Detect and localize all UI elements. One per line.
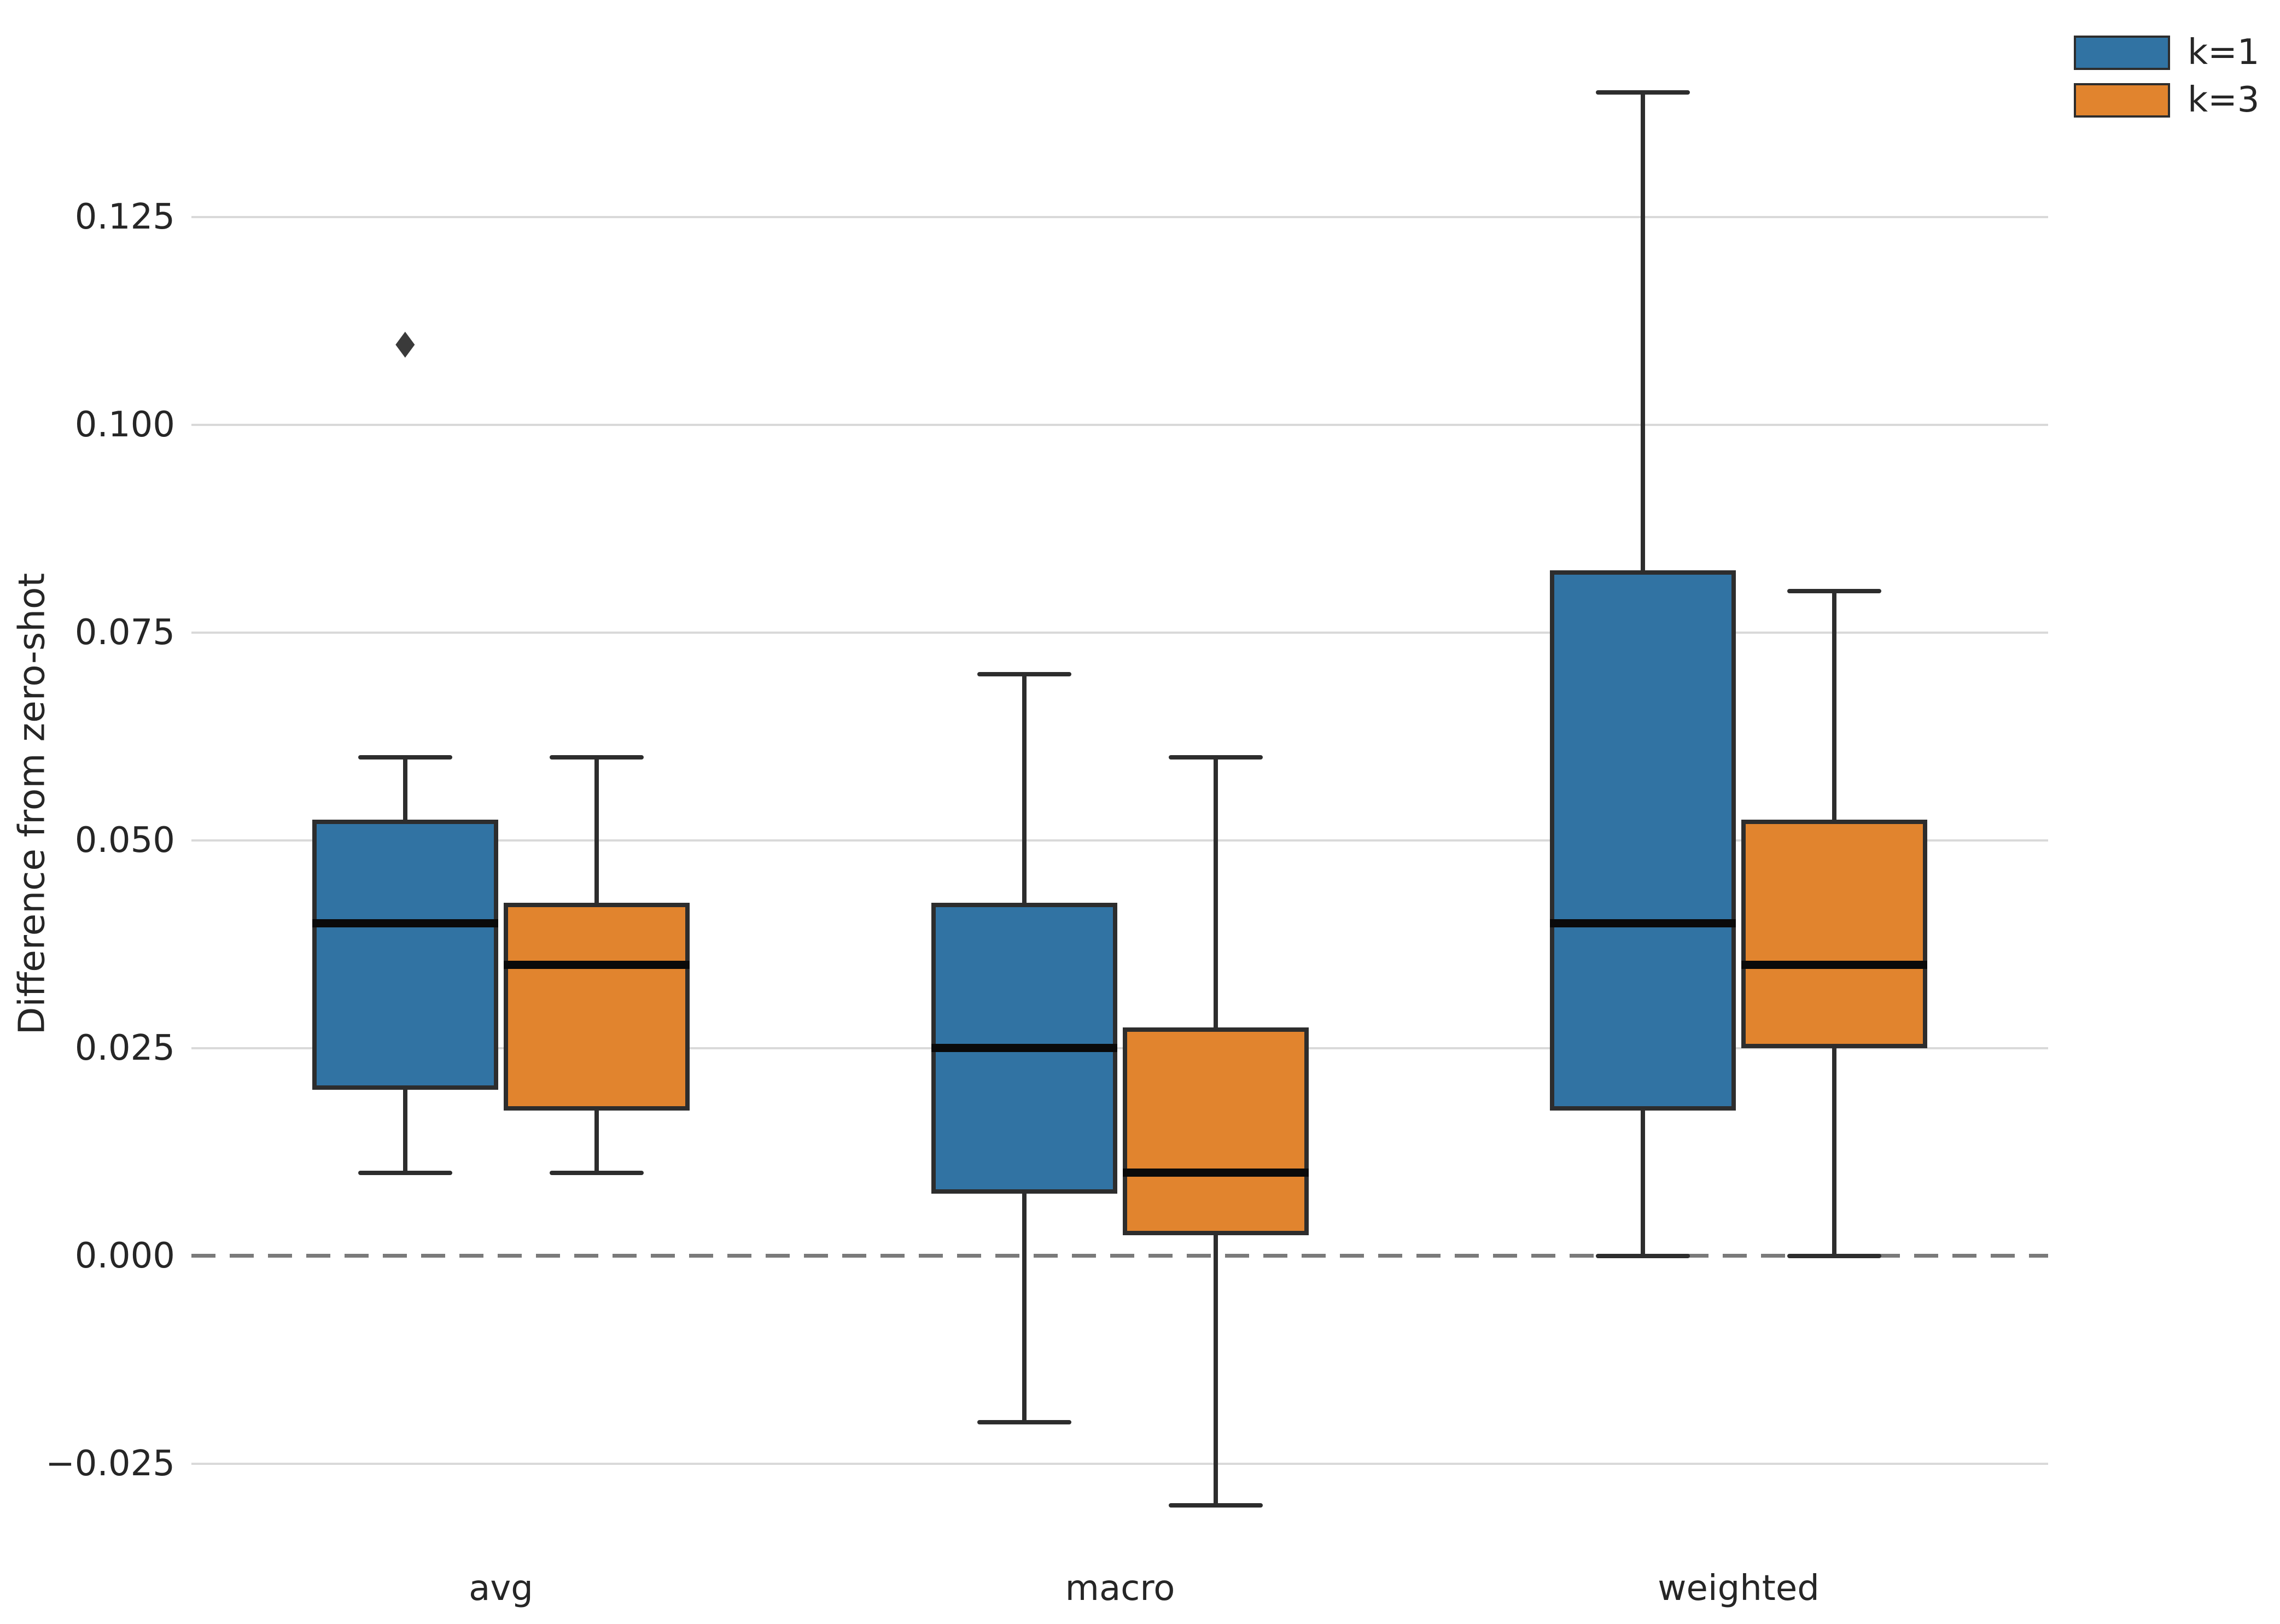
whisker-upper-macro-k=1 — [1022, 674, 1027, 903]
whisker-cap-upper-avg-k=1 — [358, 755, 452, 760]
whisker-cap-upper-avg-k=3 — [549, 755, 644, 760]
whisker-upper-weighted-k=1 — [1641, 92, 1646, 570]
whisker-lower-macro-k=3 — [1213, 1235, 1218, 1505]
whisker-cap-lower-avg-k=3 — [549, 1171, 644, 1175]
median-weighted-k=1 — [1550, 919, 1736, 927]
legend-swatch-k=3 — [2074, 83, 2170, 118]
whisker-cap-lower-avg-k=1 — [358, 1171, 452, 1175]
box-macro-k=3 — [1122, 1027, 1309, 1235]
box-avg-k=3 — [503, 903, 690, 1111]
whisker-cap-lower-macro-k=3 — [1168, 1503, 1263, 1508]
box-avg-k=1 — [312, 820, 498, 1090]
ytick-label-−0.025: −0.025 — [45, 1444, 175, 1484]
whisker-lower-macro-k=1 — [1022, 1194, 1027, 1422]
whisker-lower-avg-k=1 — [403, 1090, 407, 1173]
ytick-label-0.000: 0.000 — [74, 1236, 175, 1276]
gridline-0.025 — [191, 1047, 2048, 1049]
legend-swatch-k=1 — [2074, 36, 2170, 70]
whisker-lower-weighted-k=3 — [1832, 1048, 1837, 1256]
xtick-label-avg: avg — [469, 1568, 533, 1609]
xtick-label-macro: macro — [1065, 1568, 1175, 1609]
legend-label-k=1: k=1 — [2188, 32, 2260, 73]
xtick-label-weighted: weighted — [1658, 1568, 1820, 1609]
whisker-cap-upper-weighted-k=3 — [1787, 589, 1882, 593]
box-weighted-k=3 — [1741, 820, 1928, 1048]
whisker-cap-lower-weighted-k=1 — [1596, 1254, 1690, 1258]
median-macro-k=1 — [931, 1044, 1117, 1052]
ytick-label-0.075: 0.075 — [74, 612, 175, 653]
whisker-upper-weighted-k=3 — [1832, 591, 1837, 820]
median-weighted-k=3 — [1741, 961, 1928, 969]
gridline-0.050 — [191, 839, 2048, 842]
whisker-lower-avg-k=3 — [594, 1111, 599, 1173]
ytick-label-0.125: 0.125 — [74, 197, 175, 237]
gridline-0.100 — [191, 424, 2048, 426]
legend-label-k=3: k=3 — [2188, 80, 2260, 120]
zero-reference-line — [191, 1254, 2048, 1258]
whisker-upper-macro-k=3 — [1213, 757, 1218, 1027]
median-macro-k=3 — [1122, 1169, 1309, 1177]
whisker-cap-upper-weighted-k=1 — [1596, 90, 1690, 95]
whisker-upper-avg-k=1 — [403, 757, 407, 820]
gridline-0.125 — [191, 216, 2048, 218]
gridline-−0.025 — [191, 1463, 2048, 1465]
box-weighted-k=1 — [1550, 570, 1736, 1111]
outlier-diamond-icon-avg-k=1-0: ◆ — [395, 322, 415, 362]
whisker-cap-lower-weighted-k=3 — [1787, 1254, 1882, 1258]
ytick-label-0.100: 0.100 — [74, 405, 175, 445]
median-avg-k=1 — [312, 919, 498, 927]
ytick-label-0.025: 0.025 — [74, 1028, 175, 1068]
whisker-cap-lower-macro-k=1 — [977, 1420, 1071, 1424]
whisker-lower-weighted-k=1 — [1641, 1111, 1646, 1256]
whisker-upper-avg-k=3 — [594, 757, 599, 903]
gridline-0.075 — [191, 632, 2048, 634]
whisker-cap-upper-macro-k=1 — [977, 672, 1071, 676]
median-avg-k=3 — [503, 961, 690, 969]
ytick-label-0.050: 0.050 — [74, 820, 175, 861]
whisker-cap-upper-macro-k=3 — [1168, 755, 1263, 760]
